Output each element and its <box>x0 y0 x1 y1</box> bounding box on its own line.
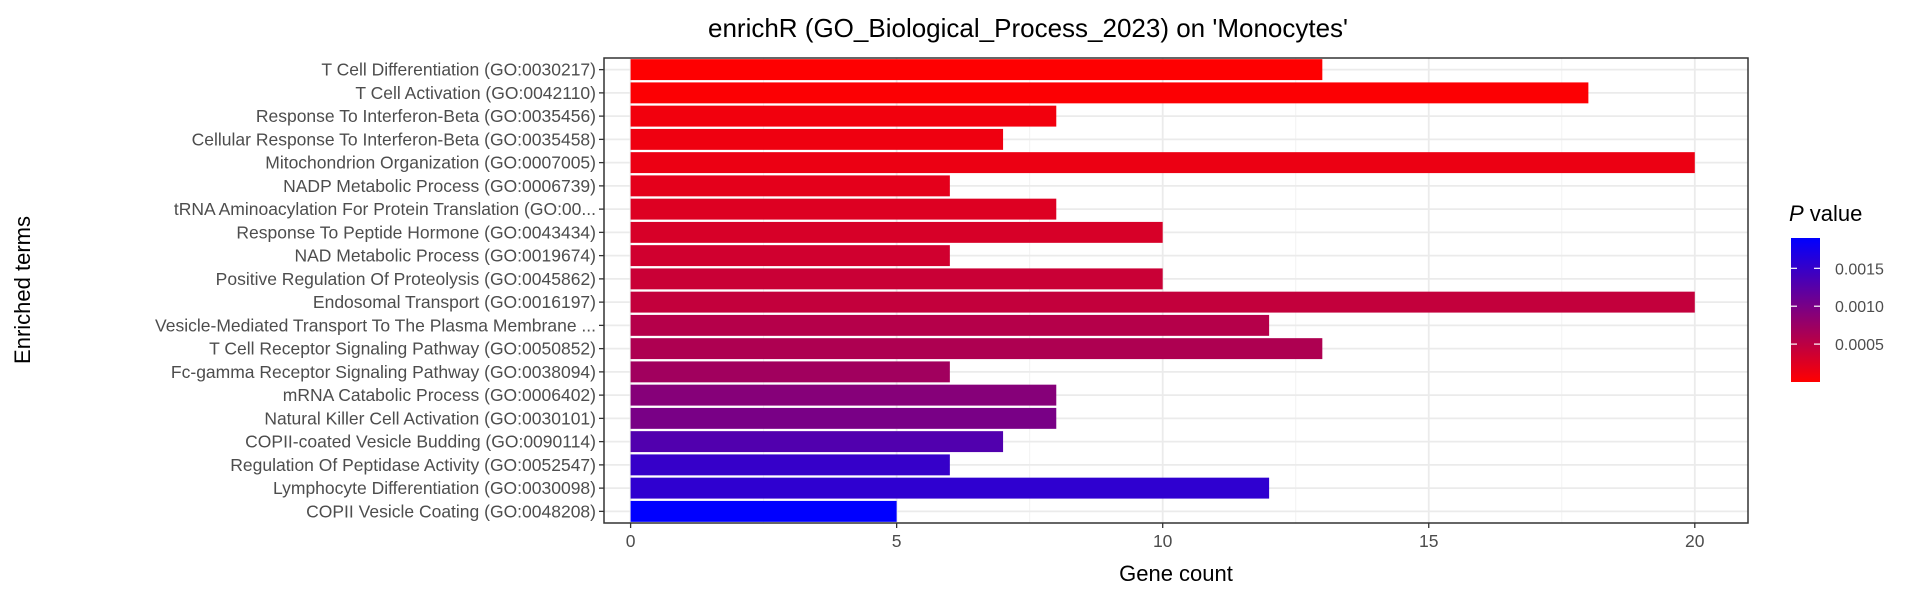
x-tick-label: 0 <box>626 531 636 551</box>
bar <box>630 361 950 383</box>
legend: P value 0.0015 0.0010 0.0005 <box>1789 201 1884 382</box>
bar <box>630 221 1163 243</box>
y-tick-label: Regulation Of Peptidase Activity (GO:005… <box>230 455 596 475</box>
chart-title: enrichR (GO_Biological_Process_2023) on … <box>708 13 1348 43</box>
y-tick-label: T Cell Receptor Signaling Pathway (GO:00… <box>209 339 596 359</box>
legend-title: P value <box>1789 201 1862 226</box>
y-tick-label: T Cell Activation (GO:0042110) <box>355 83 596 103</box>
y-tick-label: T Cell Differentiation (GO:0030217) <box>321 60 596 80</box>
bar <box>630 291 1695 313</box>
y-tick-label: Lymphocyte Differentiation (GO:0030098) <box>273 478 596 498</box>
legend-tick-label: 0.0015 <box>1835 261 1884 278</box>
bar <box>630 82 1589 104</box>
bar <box>630 407 1057 429</box>
bar <box>630 128 1004 150</box>
y-tick-label: NAD Metabolic Process (GO:0019674) <box>294 246 596 266</box>
legend-colorbar <box>1791 238 1820 382</box>
x-axis: 0 5 10 15 20 <box>626 523 1705 551</box>
y-axis-title: Enriched terms <box>10 216 35 364</box>
bar <box>630 454 950 476</box>
legend-tick-label: 0.0010 <box>1835 299 1884 316</box>
x-tick-label: 10 <box>1153 531 1173 551</box>
y-tick-label: mRNA Catabolic Process (GO:0006402) <box>283 385 596 405</box>
bar <box>630 384 1057 406</box>
bar <box>630 314 1270 336</box>
legend-ticks: 0.0015 0.0010 0.0005 <box>1791 261 1884 354</box>
grid-lines <box>604 58 1748 523</box>
bar <box>630 175 950 197</box>
x-tick-label: 5 <box>892 531 902 551</box>
y-tick-label: Response To Peptide Hormone (GO:0043434) <box>236 222 596 242</box>
bars <box>630 59 1695 522</box>
legend-title-rest: value <box>1804 201 1863 226</box>
bar <box>630 431 1004 453</box>
y-tick-label: COPII Vesicle Coating (GO:0048208) <box>306 501 596 521</box>
bar <box>630 245 950 267</box>
bar <box>630 338 1323 360</box>
bar <box>630 500 897 522</box>
bar <box>630 152 1695 174</box>
y-tick-label: Response To Interferon-Beta (GO:0035456) <box>256 106 596 126</box>
y-axis: T Cell Differentiation (GO:0030217) T Cel… <box>155 60 604 521</box>
x-axis-title: Gene count <box>1119 561 1233 586</box>
y-tick-label: Endosomal Transport (GO:0016197) <box>313 292 596 312</box>
y-tick-label: Natural Killer Cell Activation (GO:00301… <box>264 408 596 428</box>
bar <box>630 59 1323 81</box>
y-tick-label: Vesicle-Mediated Transport To The Plasma… <box>155 315 596 335</box>
bar <box>630 198 1057 220</box>
y-tick-label: NADP Metabolic Process (GO:0006739) <box>283 176 596 196</box>
y-tick-label: COPII-coated Vesicle Budding (GO:0090114… <box>245 432 596 452</box>
legend-tick-label: 0.0005 <box>1835 337 1884 354</box>
y-tick-label: Cellular Response To Interferon-Beta (GO… <box>192 129 596 149</box>
bar <box>630 268 1163 290</box>
plot-panel-border <box>603 57 1749 524</box>
legend-title-italic: P <box>1789 201 1804 226</box>
y-tick-label: Positive Regulation Of Proteolysis (GO:0… <box>216 269 596 289</box>
y-tick-label: tRNA Aminoacylation For Protein Translat… <box>174 199 596 219</box>
bar <box>630 477 1270 499</box>
x-tick-label: 20 <box>1685 531 1705 551</box>
x-tick-label: 15 <box>1419 531 1438 551</box>
y-tick-label: Mitochondrion Organization (GO:0007005) <box>265 153 596 173</box>
y-tick-label: Fc-gamma Receptor Signaling Pathway (GO:… <box>171 362 596 382</box>
bar <box>630 105 1057 127</box>
